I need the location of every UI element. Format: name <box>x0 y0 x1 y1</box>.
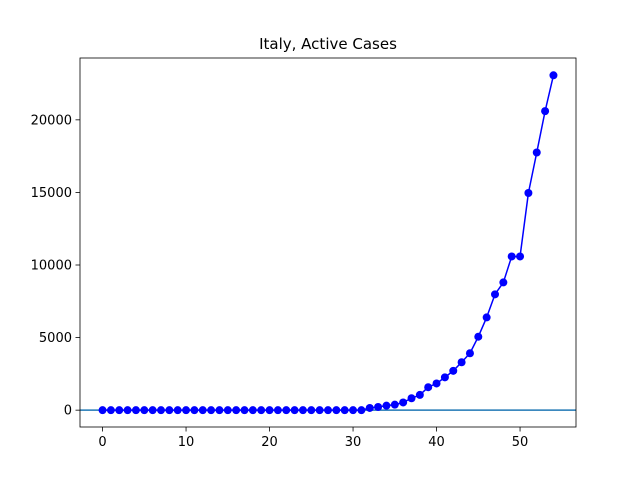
data-point <box>340 406 349 415</box>
chart-title: Italy, Active Cases <box>259 35 397 53</box>
data-point <box>390 400 399 409</box>
data-point <box>357 406 366 415</box>
data-point <box>424 383 433 392</box>
data-point <box>190 406 199 415</box>
data-point <box>499 278 508 287</box>
data-point <box>207 406 216 415</box>
data-point <box>298 406 307 415</box>
data-point <box>457 358 466 367</box>
data-point <box>257 406 266 415</box>
data-point <box>307 406 316 415</box>
data-point <box>449 366 458 375</box>
x-tick-label: 20 <box>261 435 278 450</box>
data-point <box>382 401 391 410</box>
data-point <box>182 406 191 415</box>
data-point <box>516 252 525 261</box>
data-point <box>482 313 491 322</box>
data-point <box>541 107 550 116</box>
data-point <box>324 406 332 415</box>
data-point <box>123 406 132 415</box>
data-point <box>399 398 408 407</box>
data-point <box>440 373 449 382</box>
data-point <box>282 406 291 415</box>
x-tick-label: 0 <box>98 435 106 450</box>
data-point <box>273 406 282 415</box>
data-point <box>532 148 541 157</box>
data-point <box>432 379 441 388</box>
data-point <box>349 406 358 415</box>
series-group <box>98 71 558 415</box>
data-point <box>524 189 533 197</box>
data-point <box>248 406 257 415</box>
data-point <box>131 406 140 415</box>
data-point <box>407 394 416 403</box>
data-point <box>198 406 207 415</box>
data-point <box>365 403 374 412</box>
data-point <box>549 71 558 80</box>
data-point <box>507 252 516 261</box>
y-tick-label: 0 <box>64 404 72 419</box>
y-tick-label: 5000 <box>39 331 72 346</box>
data-point <box>165 406 174 415</box>
data-point <box>140 406 149 415</box>
y-tick-label: 15000 <box>31 186 72 201</box>
data-point <box>240 406 249 415</box>
data-point <box>290 406 299 415</box>
data-point <box>98 406 107 415</box>
data-point <box>315 406 324 415</box>
data-point <box>374 402 383 411</box>
data-point <box>332 406 341 415</box>
plot-area: 0 10 20 30 40 50 0 5000 10000 15000 20000 <box>31 57 577 450</box>
x-tick-label: 40 <box>428 435 445 450</box>
data-point <box>491 290 499 299</box>
data-point <box>157 406 165 415</box>
x-tick-label: 50 <box>512 435 529 450</box>
data-point <box>148 406 157 415</box>
x-tick-label: 30 <box>345 435 362 450</box>
data-point <box>173 406 182 415</box>
data-point <box>474 332 483 341</box>
data-point <box>223 406 232 415</box>
axes-frame <box>79 57 577 428</box>
data-point <box>106 406 115 415</box>
y-tick-label: 10000 <box>31 259 72 274</box>
x-tick-label: 10 <box>178 435 195 450</box>
data-point <box>465 349 474 358</box>
data-point <box>265 406 274 415</box>
y-tick-label: 20000 <box>31 113 72 128</box>
data-point <box>115 406 124 415</box>
data-point <box>415 390 424 399</box>
data-point <box>232 406 241 415</box>
data-point <box>215 406 224 415</box>
